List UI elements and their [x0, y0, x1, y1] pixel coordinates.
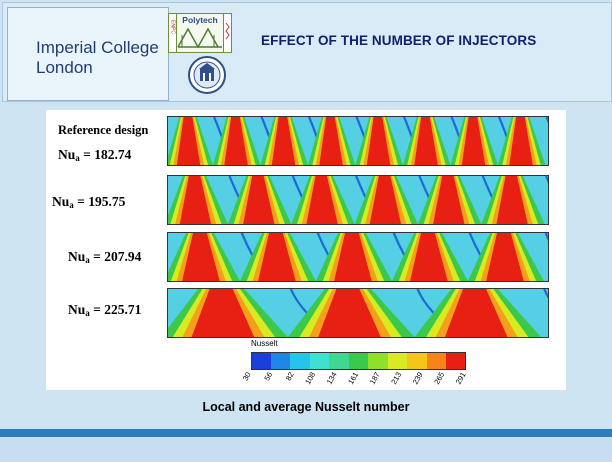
colorbar-tick-label: 56	[262, 371, 274, 383]
nusselt-figure: Reference design Nua = 182.74 Nua = 195.…	[46, 110, 566, 390]
jet-plume	[444, 289, 508, 337]
colorbar-tick-label: 213	[389, 371, 403, 386]
nu-symbol: Nu	[52, 194, 70, 209]
jet-plume	[334, 233, 372, 281]
nu-value: = 182.74	[83, 147, 132, 162]
colorbar-segment	[290, 352, 311, 370]
figure-caption: Local and average Nusselt number	[202, 400, 410, 414]
jet-plume	[496, 176, 528, 224]
nu-value: = 195.75	[77, 194, 126, 209]
colorbar-title: Nusselt	[251, 339, 278, 348]
jet-plume	[319, 117, 343, 165]
footer-bar	[0, 429, 612, 437]
school-emblem-icon	[188, 56, 226, 94]
colorbar-tick-label: 187	[368, 371, 382, 386]
header-panel: Imperial College London Polytech ENPC EF…	[2, 2, 612, 102]
jet-plume	[433, 176, 465, 224]
crossflow-streak	[543, 289, 548, 299]
colorbar-segment	[270, 352, 291, 370]
colorbar-segment	[251, 352, 272, 370]
colorbar-tick-label: 108	[303, 371, 317, 386]
jet-plume	[461, 117, 486, 165]
jet-plume	[176, 117, 201, 165]
jet-plume	[224, 117, 248, 165]
contour-field-svg	[168, 233, 548, 281]
jet-plume	[243, 176, 275, 224]
contour-field-svg	[168, 176, 548, 224]
institution-line-1: Imperial College	[36, 38, 159, 57]
nu-symbol: Nu	[58, 147, 76, 162]
colorbar-tick-label: 265	[432, 371, 446, 386]
colorbar-ticks: 30 56 82 108 134 161 187 213 239 265 291	[242, 371, 468, 386]
nusselt-average-label-row1: Nua = 182.74	[58, 147, 131, 163]
colorbar-segment	[309, 352, 330, 370]
colorbar-segment	[426, 352, 447, 370]
polytech-side-text: ENPC	[170, 20, 176, 34]
jet-plume	[191, 289, 255, 337]
crossflow-streak	[544, 233, 548, 241]
polytech-logo: Polytech ENPC	[168, 13, 232, 53]
jet-plume	[306, 176, 338, 224]
imperial-college-logo: Imperial College London	[36, 38, 159, 78]
jet-plume	[509, 117, 533, 165]
contour-field-svg	[168, 117, 548, 165]
nu-symbol: Nu	[68, 302, 86, 317]
nu-subscript: a	[85, 255, 90, 265]
colorbar-tick-label: 82	[284, 371, 296, 383]
nu-subscript: a	[85, 308, 90, 318]
nusselt-contour-row2	[167, 175, 549, 225]
colorbar-tick-label: 291	[454, 371, 468, 386]
imperial-logo-box: Imperial College London	[7, 7, 169, 101]
nusselt-average-label-row4: Nua = 225.71	[68, 302, 141, 318]
nusselt-average-label-row3: Nua = 207.94	[68, 249, 141, 265]
contour-field-svg	[168, 289, 548, 337]
institution-line-2: London	[36, 58, 93, 77]
nusselt-colorbar	[251, 352, 467, 370]
colorbar-frame	[251, 352, 466, 370]
jet-plume	[182, 233, 220, 281]
colorbar-segment	[368, 352, 389, 370]
jet-plume	[486, 233, 524, 281]
jet-plume	[369, 176, 402, 224]
slide-title: EFFECT OF THE NUMBER OF INJECTORS	[261, 33, 537, 48]
polytech-logo-text: Polytech	[182, 15, 217, 25]
colorbar-tick-label: 239	[411, 371, 425, 386]
jet-plume	[366, 117, 391, 165]
nu-symbol: Nu	[68, 249, 86, 264]
jet-plume	[318, 289, 381, 337]
nu-subscript: a	[69, 200, 74, 210]
jet-plume	[410, 233, 448, 281]
colorbar-segment	[329, 352, 350, 370]
colorbar-segment	[407, 352, 428, 370]
nusselt-contour-row1	[167, 116, 549, 166]
footer-band	[0, 437, 612, 462]
colorbar-tick-label: 161	[346, 371, 360, 386]
colorbar-tick-label: 30	[242, 371, 253, 383]
colorbar-segment	[387, 352, 408, 370]
colorbar-segment	[348, 352, 369, 370]
jet-plume	[414, 117, 438, 165]
jet-plume	[258, 233, 296, 281]
colorbar-segment	[446, 352, 467, 370]
nu-value: = 225.71	[93, 302, 142, 317]
jet-plume	[271, 117, 296, 165]
reference-design-label: Reference design	[58, 123, 149, 137]
nusselt-contour-row4	[167, 288, 549, 338]
nu-subscript: a	[75, 153, 80, 163]
nusselt-average-label-row2: Nua = 195.75	[52, 194, 125, 210]
nusselt-contour-row3	[167, 232, 549, 282]
colorbar-tick-label: 134	[325, 371, 339, 386]
nu-value: = 207.94	[93, 249, 142, 264]
crossflow-streak	[545, 176, 548, 184]
jet-plume	[179, 176, 212, 224]
